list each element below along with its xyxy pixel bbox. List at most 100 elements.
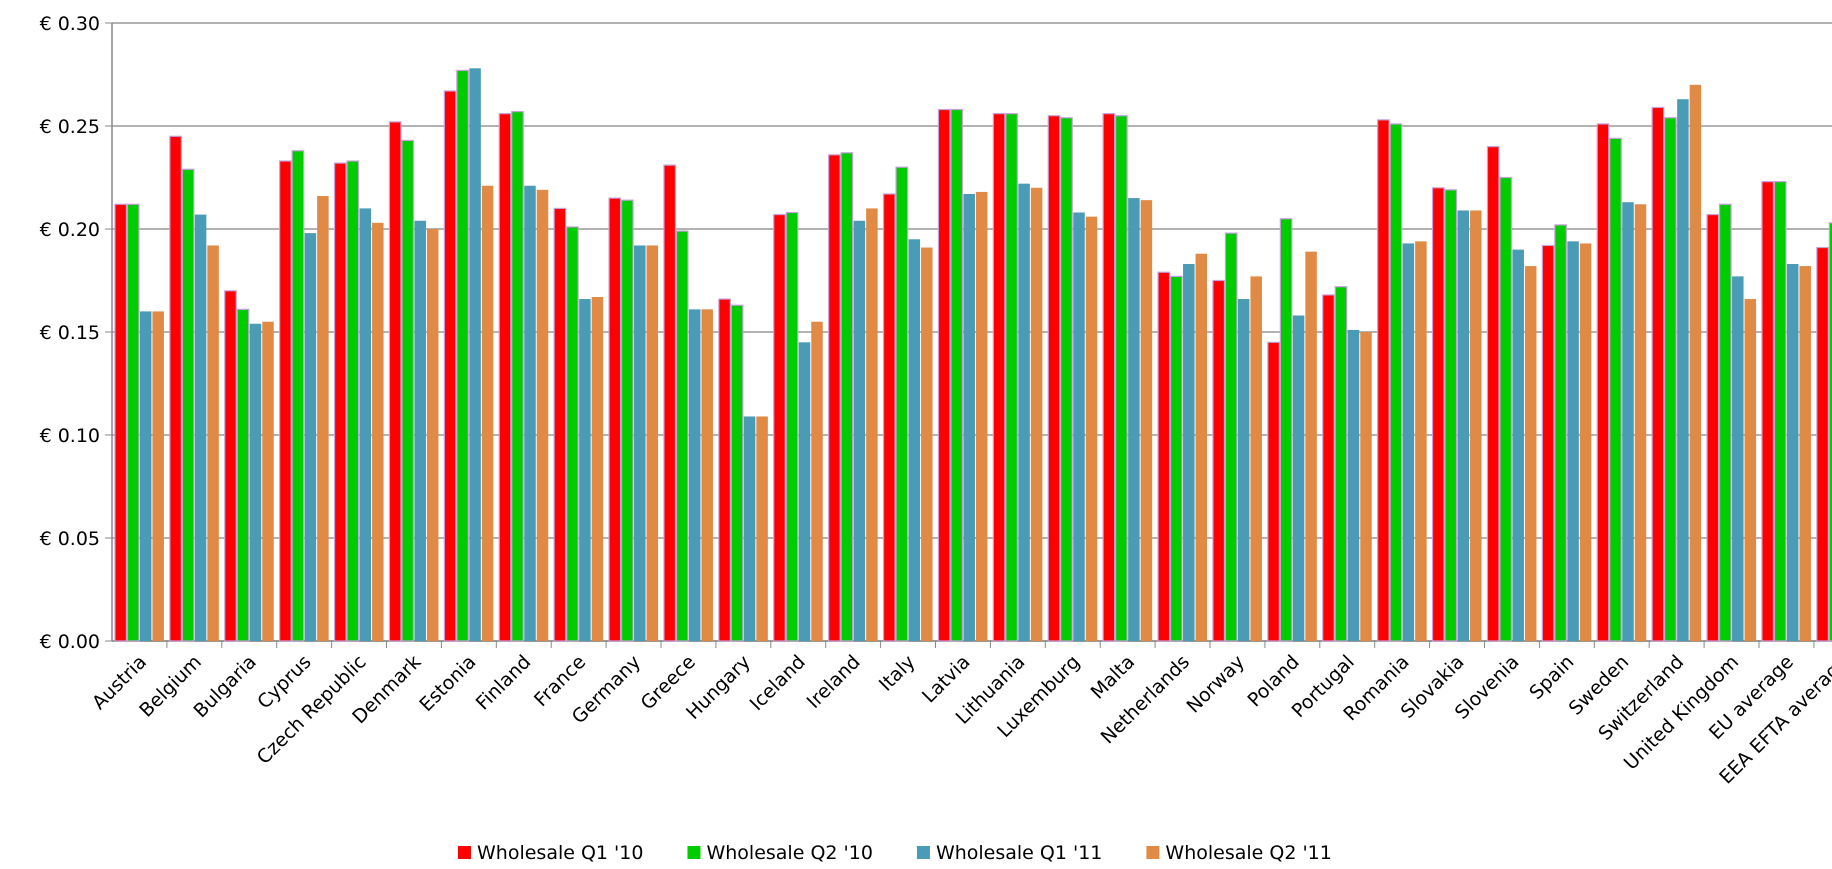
- bar: [1267, 341, 1280, 642]
- bar: [701, 309, 713, 641]
- bar: [1195, 253, 1208, 641]
- bar: [359, 208, 372, 641]
- bar: [1457, 210, 1470, 641]
- bar: [828, 154, 841, 642]
- bar: [1816, 246, 1829, 642]
- bar: [181, 168, 195, 642]
- bar: [498, 113, 512, 642]
- bar: [1664, 117, 1677, 642]
- y-tick-label: € 0.00: [40, 631, 100, 653]
- y-tick-label: € 0.15: [40, 322, 100, 344]
- bar: [1431, 187, 1445, 642]
- bar: [1651, 106, 1665, 642]
- bar: [1169, 275, 1183, 642]
- bar: [553, 207, 567, 642]
- bar: [1047, 115, 1061, 642]
- bar: [608, 197, 622, 642]
- legend-swatch: [916, 846, 930, 859]
- bar: [1102, 113, 1116, 642]
- legend-swatch: [687, 846, 701, 859]
- x-tick-label: Malta: [1087, 651, 1140, 704]
- legend-label: Wholesale Q2 '11: [1165, 842, 1331, 864]
- bar: [743, 416, 756, 641]
- bar: [634, 245, 646, 642]
- x-tick-label: Ireland: [803, 651, 865, 713]
- bar: [388, 121, 402, 642]
- y-tick-label: € 0.10: [40, 425, 100, 447]
- bar: [224, 290, 237, 642]
- bar: [139, 311, 152, 641]
- bar: [1609, 137, 1622, 642]
- bar: [975, 191, 988, 642]
- bar: [1212, 279, 1226, 642]
- x-tick-label: Italy: [875, 651, 920, 696]
- bar: [566, 226, 579, 642]
- bar: [1444, 189, 1458, 642]
- bar: [372, 222, 384, 641]
- bar: [1486, 146, 1500, 642]
- bar: [1786, 264, 1799, 641]
- bar: [1744, 299, 1757, 641]
- bar: [1622, 202, 1634, 641]
- bar: [1541, 244, 1555, 642]
- bar: [1389, 123, 1403, 642]
- bar: [1140, 200, 1153, 641]
- bar: [1250, 276, 1262, 641]
- bar: [1115, 115, 1128, 642]
- bar: [811, 321, 823, 641]
- bar: [481, 185, 494, 642]
- x-tick-label: Estonia: [415, 651, 480, 716]
- bar: [785, 211, 799, 642]
- bar: [773, 213, 786, 642]
- bar: [1732, 276, 1744, 641]
- bar: [1060, 117, 1073, 642]
- legend-label: Wholesale Q1 '11: [936, 842, 1102, 864]
- bar: [1018, 183, 1030, 641]
- bar: [1470, 210, 1482, 641]
- bar: [1499, 176, 1513, 642]
- bar: [1524, 266, 1537, 641]
- bar: [866, 208, 878, 641]
- legend-swatch: [1146, 846, 1160, 859]
- bar: [1718, 203, 1732, 642]
- legend-label: Wholesale Q1 '10: [477, 842, 643, 864]
- bar: [1279, 218, 1293, 642]
- y-tick-label: € 0.20: [40, 219, 100, 241]
- bar: [114, 203, 128, 642]
- bar: [236, 308, 250, 642]
- bar: [207, 245, 219, 642]
- bar: [1347, 329, 1360, 641]
- bar: [1761, 181, 1775, 642]
- bar: [456, 69, 469, 642]
- x-tick-label: Spain: [1525, 651, 1578, 704]
- bar: [469, 68, 481, 641]
- bar: [126, 203, 140, 642]
- bar: [1677, 99, 1689, 642]
- bar: [1073, 212, 1085, 641]
- bar: [663, 164, 677, 642]
- bar: [718, 298, 731, 642]
- legend-label: Wholesale Q2 '10: [706, 842, 872, 864]
- bar: [1085, 216, 1098, 641]
- bar: [950, 108, 964, 642]
- bar: [908, 239, 921, 642]
- bar: [992, 113, 1006, 642]
- bar: [1030, 187, 1043, 642]
- bar: [620, 199, 634, 642]
- bar: [401, 139, 415, 642]
- bar: [536, 189, 549, 642]
- bar: [688, 309, 701, 641]
- bar: [579, 299, 591, 641]
- bar: [1334, 286, 1348, 642]
- x-tick-label: Finland: [472, 651, 536, 715]
- bar: [591, 296, 604, 641]
- bar: [1128, 198, 1140, 641]
- bar: [279, 160, 292, 642]
- bar: [675, 230, 689, 642]
- bar: [963, 193, 975, 642]
- y-tick-label: € 0.30: [40, 13, 100, 35]
- bar: [756, 416, 768, 641]
- bar: [1579, 243, 1592, 642]
- y-tick-label: € 0.05: [40, 528, 100, 550]
